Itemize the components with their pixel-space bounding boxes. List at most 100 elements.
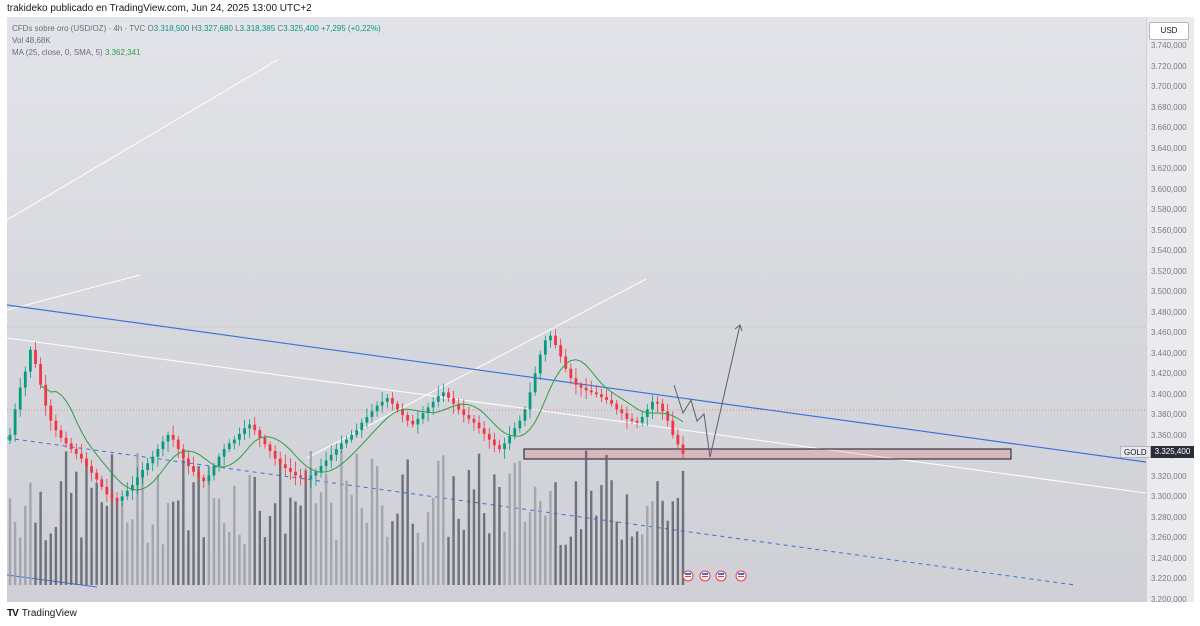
candle-body bbox=[334, 449, 338, 455]
volume-bar bbox=[549, 490, 552, 585]
volume-bar bbox=[202, 537, 205, 585]
support-zone bbox=[523, 448, 1012, 460]
volume-bar bbox=[18, 537, 22, 585]
volume-bar bbox=[85, 461, 88, 585]
currency-button[interactable]: USD bbox=[1149, 22, 1189, 40]
volume-bar bbox=[29, 482, 32, 585]
price-tick-label: 3.380,000 bbox=[1151, 410, 1187, 419]
volume-bar bbox=[233, 485, 236, 585]
volume-bar bbox=[533, 486, 537, 585]
candle-body bbox=[569, 368, 573, 379]
candle-body bbox=[498, 445, 501, 450]
price-tick-label: 3.640,000 bbox=[1151, 143, 1187, 153]
chart-canvas[interactable] bbox=[7, 17, 1146, 602]
candle-body bbox=[610, 399, 614, 404]
volume-bar bbox=[294, 501, 297, 585]
candle-body bbox=[232, 439, 236, 444]
volume-bar bbox=[559, 544, 562, 585]
price-tick-label: 3.460,000 bbox=[1151, 328, 1187, 337]
candle-body bbox=[401, 409, 404, 416]
legend-volume: 48,68K bbox=[25, 36, 51, 45]
projection-arrowhead bbox=[734, 324, 743, 332]
price-axis[interactable] bbox=[1146, 17, 1194, 602]
candle-body bbox=[146, 463, 150, 470]
volume-bar bbox=[330, 502, 333, 585]
volume-bar bbox=[600, 485, 603, 585]
volume-bar bbox=[406, 459, 409, 585]
volume-bar bbox=[472, 489, 476, 585]
candle-body bbox=[441, 392, 445, 397]
candle-body bbox=[487, 433, 491, 440]
volume-bar bbox=[100, 502, 103, 585]
volume-bar bbox=[488, 533, 491, 585]
candle-body bbox=[651, 401, 654, 410]
candle-body bbox=[350, 434, 353, 440]
volume-bar bbox=[146, 542, 149, 585]
channel-line bbox=[7, 274, 141, 311]
price-tick-label: 3.740,000 bbox=[1151, 41, 1187, 50]
volume-bar bbox=[467, 469, 471, 585]
candle-body bbox=[594, 392, 598, 395]
legend-open-label: O bbox=[147, 24, 154, 33]
candle-body bbox=[90, 466, 93, 473]
volume-bar bbox=[375, 466, 379, 585]
volume-bar bbox=[651, 501, 654, 585]
event-flag-icon bbox=[738, 576, 744, 577]
candle-body bbox=[482, 428, 486, 434]
candle-body bbox=[49, 405, 53, 421]
volume-bar bbox=[513, 462, 516, 585]
candle-body bbox=[559, 345, 563, 357]
candle-body bbox=[360, 422, 364, 431]
volume-bar bbox=[431, 498, 435, 585]
footer-branding[interactable]: TV TradingView bbox=[7, 608, 77, 619]
candle-body bbox=[187, 458, 190, 467]
volume-bar bbox=[64, 451, 68, 585]
legend-change: +7,295 (+0,22%) bbox=[321, 24, 381, 33]
price-tick-label: 3.200,000 bbox=[1151, 594, 1187, 604]
volume-bar bbox=[620, 539, 624, 585]
candle-body bbox=[258, 430, 262, 438]
legend-ma-row: MA (25, close, 0, SMA, 5) 3.362,341 bbox=[12, 47, 381, 59]
candle-body bbox=[227, 443, 231, 450]
volume-bar bbox=[590, 490, 593, 585]
price-tick-label: 3.580,000 bbox=[1151, 205, 1187, 214]
legend-close: 3.325,400 bbox=[283, 24, 319, 33]
candle-body bbox=[554, 335, 557, 346]
volume-bar bbox=[426, 512, 430, 585]
volume-bar bbox=[493, 474, 496, 585]
volume-bar bbox=[605, 454, 608, 585]
candle-body bbox=[181, 449, 185, 459]
volume-bar bbox=[273, 503, 277, 585]
candle-body bbox=[273, 450, 277, 459]
candle-body bbox=[370, 411, 374, 417]
candle-body bbox=[584, 387, 588, 391]
volume-bar bbox=[508, 473, 511, 585]
volume-bar bbox=[641, 534, 644, 585]
volume-bar bbox=[477, 453, 481, 585]
channel-line bbox=[306, 278, 647, 459]
volume-bar bbox=[355, 453, 358, 585]
candle-body bbox=[564, 356, 568, 369]
footer-brand: TradingView bbox=[21, 608, 77, 619]
candle-body bbox=[171, 434, 175, 440]
candle-body bbox=[656, 401, 659, 404]
event-flag-icon bbox=[685, 576, 691, 577]
candle-body bbox=[676, 434, 680, 445]
event-flag-icon bbox=[685, 573, 691, 575]
volume-bar bbox=[335, 540, 338, 585]
candle-body bbox=[340, 443, 343, 450]
candle-body bbox=[579, 384, 583, 388]
candle-body bbox=[207, 475, 211, 482]
volume-bar bbox=[59, 481, 63, 585]
legend-close-label: C bbox=[277, 24, 284, 33]
candle-body bbox=[217, 456, 221, 467]
price-tick-label: 3.560,000 bbox=[1151, 225, 1187, 235]
candle-body bbox=[589, 390, 593, 393]
volume-bar bbox=[54, 527, 58, 585]
candle-body bbox=[18, 387, 22, 410]
volume-bar bbox=[299, 505, 302, 585]
volume-bar bbox=[248, 474, 251, 585]
volume-bar bbox=[498, 487, 501, 585]
volume-bar bbox=[253, 476, 256, 585]
volume-bar bbox=[115, 497, 119, 585]
